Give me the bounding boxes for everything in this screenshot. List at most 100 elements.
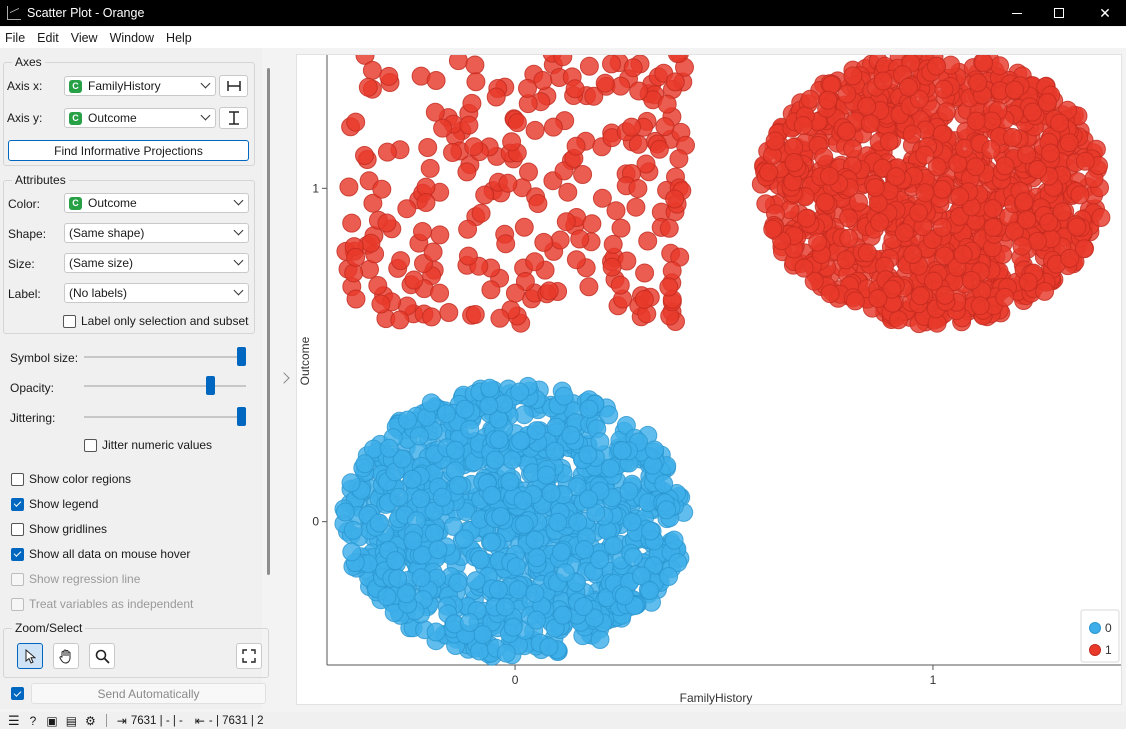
- label-only-selection-checkbox[interactable]: Label only selection and subset: [63, 314, 248, 328]
- show-gridlines-checkbox[interactable]: Show gridlines: [11, 522, 107, 536]
- scatter-point: [526, 610, 546, 630]
- scatter-point: [495, 597, 515, 617]
- scatter-point: [820, 284, 840, 304]
- report-icon[interactable]: ▤: [65, 713, 78, 728]
- scatter-point: [819, 166, 839, 186]
- show-color-regions-checkbox[interactable]: Show color regions: [11, 472, 131, 486]
- minimize-button[interactable]: [994, 0, 1040, 26]
- show-all-data-checkbox[interactable]: Show all data on mouse hover: [11, 547, 190, 561]
- scatter-point: [915, 145, 935, 165]
- scatter-point: [966, 157, 986, 177]
- scatter-point: [402, 469, 422, 489]
- scatter-point: [899, 77, 918, 97]
- scatter-point: [377, 213, 397, 233]
- scatter-point: [358, 77, 378, 97]
- menu-window[interactable]: Window: [109, 30, 155, 45]
- scatter-point: [665, 72, 685, 92]
- jittering-slider[interactable]: [84, 407, 246, 426]
- jitter-numeric-checkbox[interactable]: Jitter numeric values: [84, 438, 212, 452]
- close-button[interactable]: ✕: [1082, 0, 1126, 26]
- label-combo[interactable]: (No labels): [64, 283, 249, 303]
- save-icon[interactable]: ▣: [46, 713, 58, 728]
- scatter-point: [368, 276, 388, 295]
- scatter-point: [1028, 160, 1048, 179]
- slider-handle[interactable]: [206, 376, 216, 395]
- axes-group: Axes: [3, 55, 255, 166]
- axis-y-label: Axis y:: [7, 111, 43, 125]
- send-automatically-button[interactable]: Send Automatically: [31, 683, 266, 704]
- slider-handle[interactable]: [237, 407, 246, 426]
- shape-value: (Same shape): [69, 226, 145, 240]
- shape-combo[interactable]: (Same shape): [64, 223, 249, 243]
- scatter-point: [372, 179, 392, 199]
- scatter-point: [602, 55, 621, 74]
- find-informative-projections-button[interactable]: Find Informative Projections: [8, 140, 249, 161]
- scatter-point: [974, 55, 994, 73]
- scatter-point: [421, 393, 441, 413]
- scatter-point: [763, 219, 783, 239]
- axis-y-combo[interactable]: C Outcome: [64, 108, 216, 128]
- scatter-point: [995, 287, 1015, 307]
- scatter-point: [430, 225, 450, 245]
- checkbox-box: [84, 438, 97, 452]
- send-automatically-checkbox[interactable]: [11, 687, 29, 700]
- scatter-point: [507, 113, 527, 133]
- legend-label: 1: [1105, 643, 1112, 657]
- scatter-plot-area[interactable]: 0 1 0 1 FamilyHistory Outcome 0 1: [296, 54, 1122, 705]
- visualize-icon[interactable]: ⚙: [85, 713, 96, 728]
- scatter-point: [668, 55, 687, 63]
- hand-icon: [59, 649, 71, 664]
- menu-file[interactable]: File: [5, 30, 26, 45]
- scatter-point: [903, 245, 923, 264]
- scatter-point: [545, 441, 565, 461]
- select-tool-button[interactable]: [17, 643, 43, 669]
- maximize-button[interactable]: [1036, 0, 1082, 26]
- reset-zoom-button[interactable]: [236, 643, 262, 669]
- collapse-panel-arrow-icon[interactable]: [278, 372, 290, 384]
- axis-x-jitter-toggle[interactable]: [219, 75, 248, 97]
- scatter-point: [983, 199, 1003, 219]
- scatter-point: [527, 548, 547, 568]
- symbol-size-label: Symbol size:: [10, 351, 79, 365]
- scatter-point: [502, 132, 522, 152]
- checkbox-box: [11, 572, 24, 586]
- scatter-point: [462, 93, 482, 113]
- scatter-point: [460, 419, 480, 439]
- color-combo[interactable]: C Outcome: [64, 193, 249, 213]
- scatter-point: [886, 167, 906, 187]
- menu-help[interactable]: Help: [166, 30, 192, 45]
- scatter-point: [815, 192, 835, 212]
- show-legend-checkbox[interactable]: Show legend: [11, 497, 98, 511]
- scatter-point: [784, 153, 804, 172]
- zoom-tool-button[interactable]: [89, 643, 115, 669]
- hamburger-menu-icon[interactable]: ☰: [8, 712, 20, 728]
- scatter-point: [636, 154, 656, 174]
- size-combo[interactable]: (Same size): [64, 253, 249, 273]
- menu-edit[interactable]: Edit: [37, 30, 59, 45]
- checkbox-box: [11, 522, 24, 536]
- scatter-point: [575, 540, 594, 560]
- scatter-point: [970, 296, 990, 316]
- axis-y-jitter-toggle[interactable]: [219, 107, 248, 129]
- slider-handle[interactable]: [237, 347, 246, 366]
- symbol-size-slider[interactable]: [84, 347, 246, 366]
- opacity-label: Opacity:: [10, 381, 55, 395]
- scatter-point: [857, 243, 877, 263]
- chevron-down-icon: [233, 255, 244, 266]
- opacity-slider[interactable]: [84, 376, 246, 395]
- help-icon[interactable]: ?: [29, 713, 37, 728]
- scatter-point: [422, 307, 442, 327]
- menu-view[interactable]: View: [70, 30, 98, 45]
- control-panel-scrollbar[interactable]: [267, 68, 270, 575]
- color-label: Color:: [8, 197, 41, 211]
- scatter-point: [466, 72, 486, 92]
- scatter-point: [482, 485, 502, 505]
- scatter-point: [659, 567, 679, 586]
- pan-tool-button[interactable]: [53, 643, 79, 669]
- axis-x-combo[interactable]: C FamilyHistory: [64, 76, 216, 96]
- scatter-point: [385, 551, 405, 571]
- legend: 01: [1080, 609, 1120, 663]
- scatter-point: [1035, 281, 1055, 301]
- scatter-point: [1070, 185, 1090, 205]
